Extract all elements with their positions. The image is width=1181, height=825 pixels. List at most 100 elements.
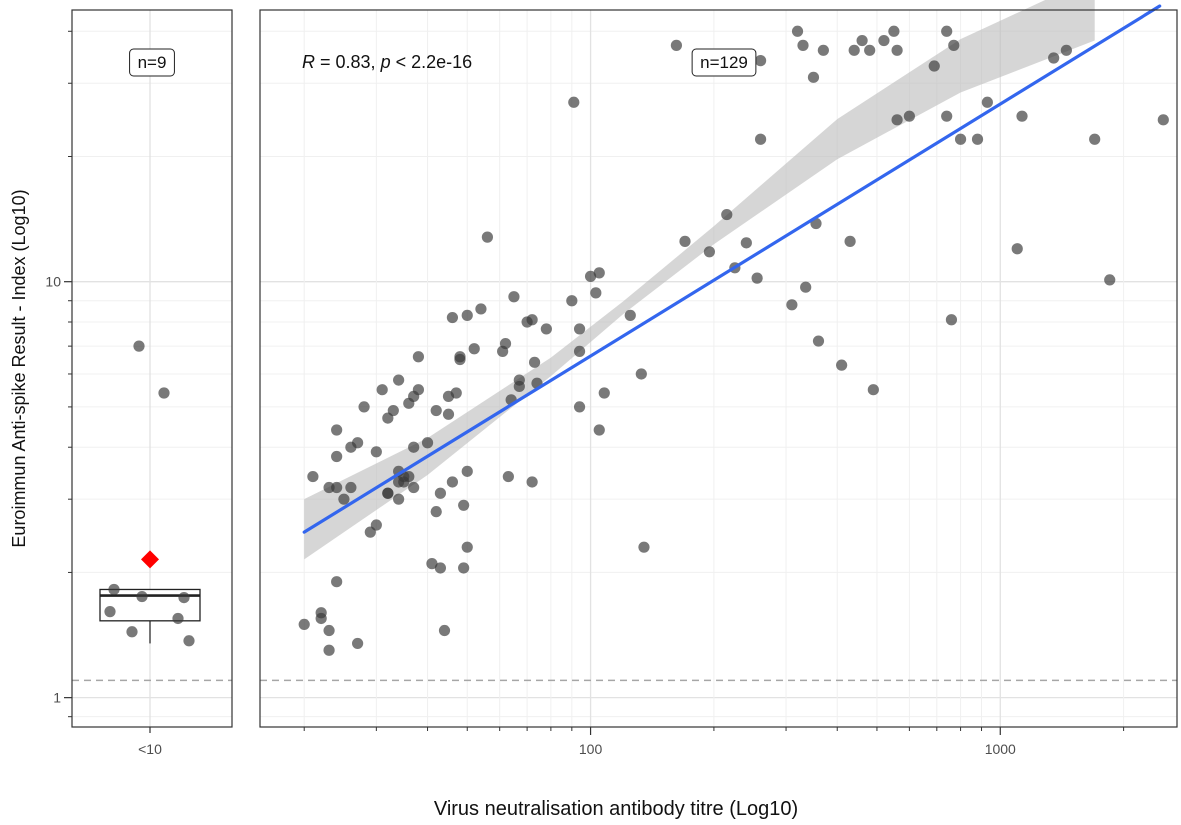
data-point	[434, 487, 447, 499]
data-point	[178, 591, 190, 604]
data-point	[323, 644, 335, 656]
trend-line	[302, 4, 1162, 534]
data-point	[598, 387, 610, 399]
data-point	[1060, 44, 1072, 56]
data-point	[573, 323, 586, 335]
data-point	[499, 337, 512, 350]
data-point	[307, 470, 319, 483]
data-point	[856, 34, 868, 47]
x-tick-label: 1000	[985, 741, 1016, 757]
data-point	[475, 303, 487, 315]
data-point	[1089, 133, 1101, 145]
data-point	[954, 133, 967, 145]
data-point	[624, 309, 636, 321]
data-point	[126, 626, 138, 638]
data-point	[786, 299, 798, 311]
data-point	[323, 624, 335, 637]
data-point	[376, 384, 388, 396]
data-point	[807, 71, 820, 83]
data-point	[461, 465, 473, 477]
data-point	[573, 345, 586, 357]
right-panel: R = 0.83, p < 2.2e-16 n=129 100 1000	[259, 0, 1178, 757]
mean-marker	[141, 550, 159, 569]
data-point	[568, 96, 580, 108]
data-point	[446, 476, 459, 488]
right-panel-gridlines	[260, 10, 1177, 727]
data-point	[848, 44, 860, 56]
right-panel-background	[260, 10, 1177, 727]
right-annotation-text: n=129	[700, 53, 748, 72]
left-annotation: n=9	[129, 48, 175, 77]
data-point	[315, 612, 327, 625]
data-point	[408, 481, 420, 494]
data-point	[513, 374, 525, 386]
data-point	[454, 351, 466, 363]
data-point	[526, 314, 538, 326]
data-point	[981, 96, 993, 108]
data-point	[358, 401, 370, 413]
scatter-points	[298, 25, 1169, 656]
data-point	[461, 541, 473, 553]
data-point	[412, 384, 425, 396]
left-annotation-text: n=9	[138, 53, 167, 72]
data-point	[393, 493, 405, 505]
data-point	[1048, 52, 1060, 64]
data-point	[888, 25, 900, 37]
data-point	[941, 110, 953, 122]
data-point	[108, 583, 120, 596]
data-point	[1016, 110, 1028, 122]
data-point	[136, 590, 148, 603]
data-point	[468, 343, 480, 355]
data-point	[370, 446, 382, 458]
data-point	[481, 231, 494, 243]
data-point	[442, 408, 455, 420]
data-point	[158, 387, 170, 399]
data-point	[593, 267, 605, 279]
data-point	[450, 387, 462, 399]
left-points	[104, 340, 195, 647]
data-point	[331, 481, 343, 494]
data-point	[352, 637, 364, 650]
right-annotation-box	[691, 48, 757, 77]
data-point	[791, 25, 804, 37]
data-point	[382, 487, 394, 499]
data-point	[430, 506, 442, 518]
data-point	[800, 281, 812, 293]
data-point	[754, 55, 767, 67]
data-point	[891, 114, 903, 126]
data-point	[434, 562, 447, 574]
data-point	[1104, 274, 1116, 286]
data-point	[403, 470, 415, 483]
data-point	[393, 374, 405, 386]
data-point	[1011, 243, 1023, 255]
y-axis-title: Euroimmun Anti-spike Result - Index (Log…	[9, 189, 29, 547]
left-panel-gridlines	[72, 10, 232, 727]
data-point	[408, 441, 420, 453]
data-point	[703, 246, 716, 258]
data-point	[421, 437, 434, 449]
data-point	[971, 133, 984, 145]
data-point	[593, 424, 605, 436]
data-point	[508, 291, 520, 303]
data-point	[670, 39, 683, 51]
data-point	[352, 437, 364, 449]
data-point	[458, 562, 470, 574]
data-point	[528, 356, 541, 368]
data-point	[590, 287, 602, 299]
data-point	[638, 541, 650, 553]
data-point	[172, 612, 184, 625]
data-point	[635, 368, 647, 380]
correlation-annotation: R = 0.83, p < 2.2e-16	[302, 52, 472, 72]
data-point	[461, 309, 473, 321]
x-tick-label: 100	[579, 741, 603, 757]
data-point	[331, 424, 343, 436]
data-point	[104, 606, 116, 618]
data-point	[817, 44, 829, 56]
data-point	[566, 295, 578, 307]
left-x-axis: <10	[138, 727, 162, 757]
y-axis: 1 10	[45, 30, 72, 718]
left-annotation-box	[129, 48, 175, 77]
data-point	[721, 208, 733, 221]
data-point	[878, 34, 890, 47]
